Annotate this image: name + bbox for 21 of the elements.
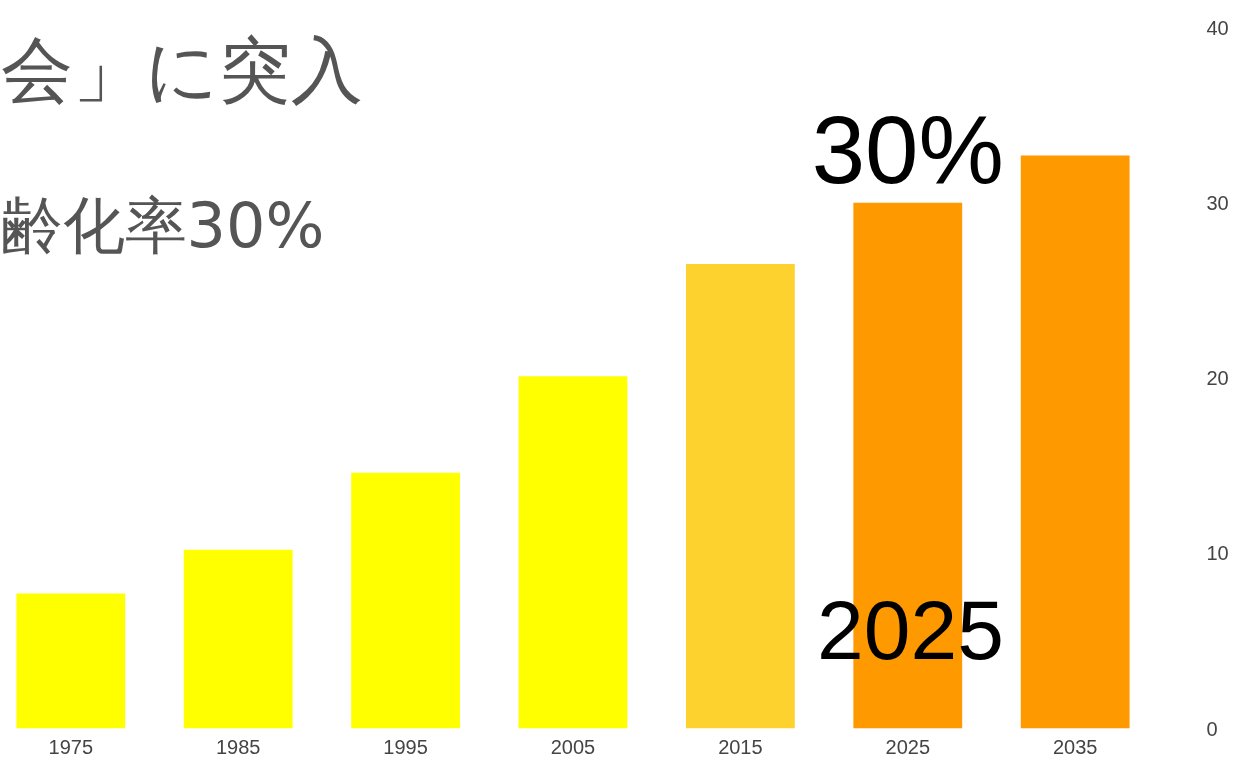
x-tick-label: 1985 [215, 735, 261, 758]
y-tick-label: 40 [1206, 16, 1229, 39]
bar [518, 376, 628, 729]
bar [685, 264, 795, 729]
annotation: 30% [811, 95, 1004, 203]
x-tick-label: 2035 [1052, 735, 1098, 758]
bar [351, 472, 460, 729]
x-tick-label: 1975 [48, 735, 94, 758]
bar [16, 593, 126, 729]
x-tick-label: 2005 [550, 735, 596, 758]
chart-title: 会」に突入 [0, 27, 363, 112]
y-tick-label: 20 [1206, 367, 1229, 389]
x-tick-label: 2025 [885, 735, 931, 758]
text: 齢化率30% [0, 188, 325, 262]
bar [183, 549, 293, 729]
y-tick-label: 0 [1206, 717, 1218, 740]
y-tick-label: 30 [1206, 191, 1229, 214]
x-tick-label: 2015 [718, 735, 763, 758]
x-tick-label: 1995 [383, 735, 428, 758]
bar [1020, 155, 1130, 729]
y-tick-label: 10 [1206, 542, 1229, 565]
